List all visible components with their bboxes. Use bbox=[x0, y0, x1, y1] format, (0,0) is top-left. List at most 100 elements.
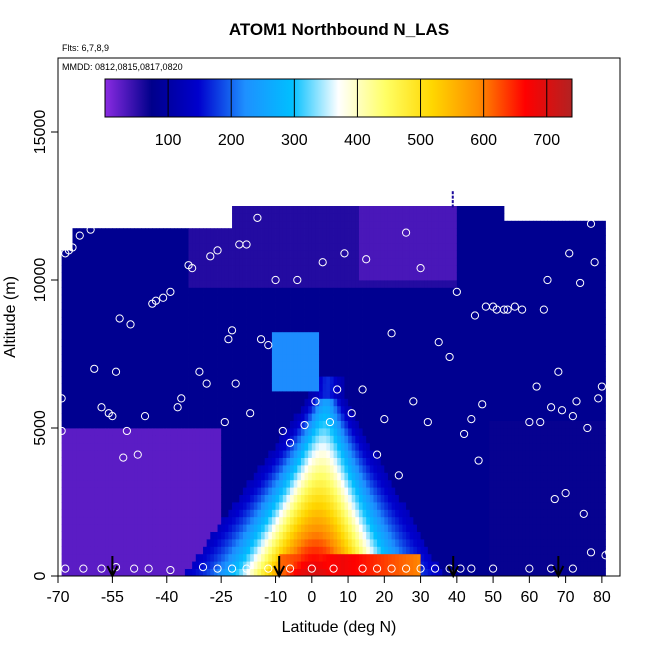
heatmap-cell bbox=[253, 428, 258, 436]
heatmap-cell bbox=[79, 450, 84, 458]
heatmap-cell bbox=[206, 472, 211, 481]
heatmap-cell bbox=[362, 250, 367, 259]
heatmap-cell bbox=[340, 413, 345, 421]
heatmap-cell bbox=[264, 435, 269, 444]
heatmap-cell bbox=[261, 361, 266, 370]
heatmap-cell bbox=[166, 235, 171, 244]
heatmap-cell bbox=[308, 243, 313, 251]
heatmap-cell bbox=[108, 235, 113, 244]
heatmap-cell bbox=[235, 457, 240, 466]
heatmap-cell bbox=[105, 472, 110, 481]
heatmap-cell bbox=[416, 487, 421, 495]
heatmap-cell bbox=[242, 494, 247, 503]
heatmap-cell bbox=[355, 287, 360, 296]
heatmap-cell bbox=[239, 442, 244, 451]
heatmap-cell bbox=[163, 257, 168, 266]
heatmap-cell bbox=[366, 317, 371, 325]
heatmap-cell bbox=[297, 428, 302, 436]
heatmap-cell bbox=[253, 546, 258, 555]
heatmap-cell bbox=[279, 354, 284, 362]
heatmap-cell bbox=[235, 502, 240, 510]
heatmap-cell bbox=[362, 539, 367, 547]
heatmap-cell bbox=[235, 442, 240, 451]
heatmap-cell bbox=[116, 257, 121, 266]
heatmap-cell bbox=[97, 272, 102, 281]
heatmap-cell bbox=[228, 509, 233, 518]
heatmap-cell bbox=[94, 302, 99, 310]
heatmap-cell bbox=[155, 502, 160, 510]
heatmap-cell bbox=[413, 287, 418, 296]
heatmap-cell bbox=[195, 502, 200, 510]
heatmap-cell bbox=[137, 494, 142, 503]
heatmap-cell bbox=[253, 539, 258, 547]
heatmap-cell bbox=[362, 339, 367, 347]
heatmap-cell bbox=[126, 413, 131, 421]
heatmap-cell bbox=[159, 272, 164, 281]
heatmap-cell bbox=[275, 457, 280, 466]
heatmap-cell bbox=[413, 479, 418, 488]
heatmap-cell bbox=[195, 317, 200, 325]
heatmap-cell bbox=[177, 420, 182, 429]
heatmap-cell bbox=[155, 361, 160, 370]
heatmap-cell bbox=[271, 317, 276, 325]
heatmap-cell bbox=[242, 516, 247, 525]
heatmap-cell bbox=[210, 450, 215, 458]
heatmap-cell bbox=[329, 265, 334, 273]
heatmap-cell bbox=[239, 324, 244, 333]
heatmap-cell bbox=[322, 376, 327, 384]
heatmap-cell bbox=[424, 317, 429, 325]
heatmap-cell bbox=[286, 465, 291, 473]
heatmap-cell bbox=[232, 317, 237, 325]
heatmap-cell bbox=[315, 413, 320, 421]
heatmap-cell bbox=[159, 331, 164, 340]
heatmap-cell bbox=[94, 339, 99, 347]
heatmap-cell bbox=[101, 531, 106, 540]
heatmap-cell bbox=[242, 472, 247, 481]
heatmap-cell bbox=[431, 302, 436, 310]
heatmap-cell bbox=[242, 398, 247, 407]
heatmap-cell bbox=[322, 317, 327, 325]
heatmap-cell bbox=[137, 280, 142, 288]
heatmap-cell bbox=[319, 331, 324, 340]
heatmap-cell bbox=[155, 516, 160, 525]
heatmap-cell bbox=[87, 287, 92, 296]
heatmap-cell bbox=[322, 206, 327, 214]
heatmap-cell bbox=[235, 450, 240, 458]
heatmap-cell bbox=[293, 265, 298, 273]
heatmap-cell bbox=[137, 235, 142, 244]
heatmap-cell bbox=[152, 302, 157, 310]
heatmap-cell bbox=[311, 502, 316, 510]
heatmap-cell bbox=[300, 250, 305, 259]
heatmap-cell bbox=[344, 568, 349, 577]
heatmap-cell bbox=[221, 250, 226, 259]
heatmap-cell bbox=[210, 524, 215, 532]
heatmap-cell bbox=[293, 420, 298, 429]
heatmap-cell bbox=[203, 509, 208, 518]
heatmap-cell bbox=[235, 317, 240, 325]
heatmap-cell bbox=[90, 331, 95, 340]
heatmap-cell bbox=[319, 235, 324, 244]
heatmap-cell bbox=[351, 561, 356, 569]
heatmap-cell bbox=[398, 405, 403, 414]
heatmap-cell bbox=[362, 546, 367, 555]
heatmap-cell bbox=[101, 302, 106, 310]
heatmap-cell bbox=[79, 465, 84, 473]
heatmap-cell bbox=[290, 376, 295, 384]
heatmap-cell bbox=[337, 272, 342, 281]
heatmap-cell bbox=[424, 376, 429, 384]
heatmap-cell bbox=[145, 331, 150, 340]
heatmap-cell bbox=[181, 398, 186, 407]
heatmap-cell bbox=[152, 331, 157, 340]
heatmap-cell bbox=[166, 324, 171, 333]
heatmap-cell bbox=[206, 235, 211, 244]
heatmap-cell bbox=[322, 487, 327, 495]
heatmap-cell bbox=[322, 457, 327, 466]
heatmap-cell bbox=[416, 398, 421, 407]
heatmap-cell bbox=[253, 361, 258, 370]
heatmap-cell bbox=[192, 354, 197, 362]
heatmap-cell bbox=[333, 243, 338, 251]
heatmap-cell bbox=[387, 206, 392, 214]
heatmap-cell bbox=[351, 479, 356, 488]
heatmap-cell bbox=[362, 494, 367, 503]
heatmap-cell bbox=[72, 531, 77, 540]
